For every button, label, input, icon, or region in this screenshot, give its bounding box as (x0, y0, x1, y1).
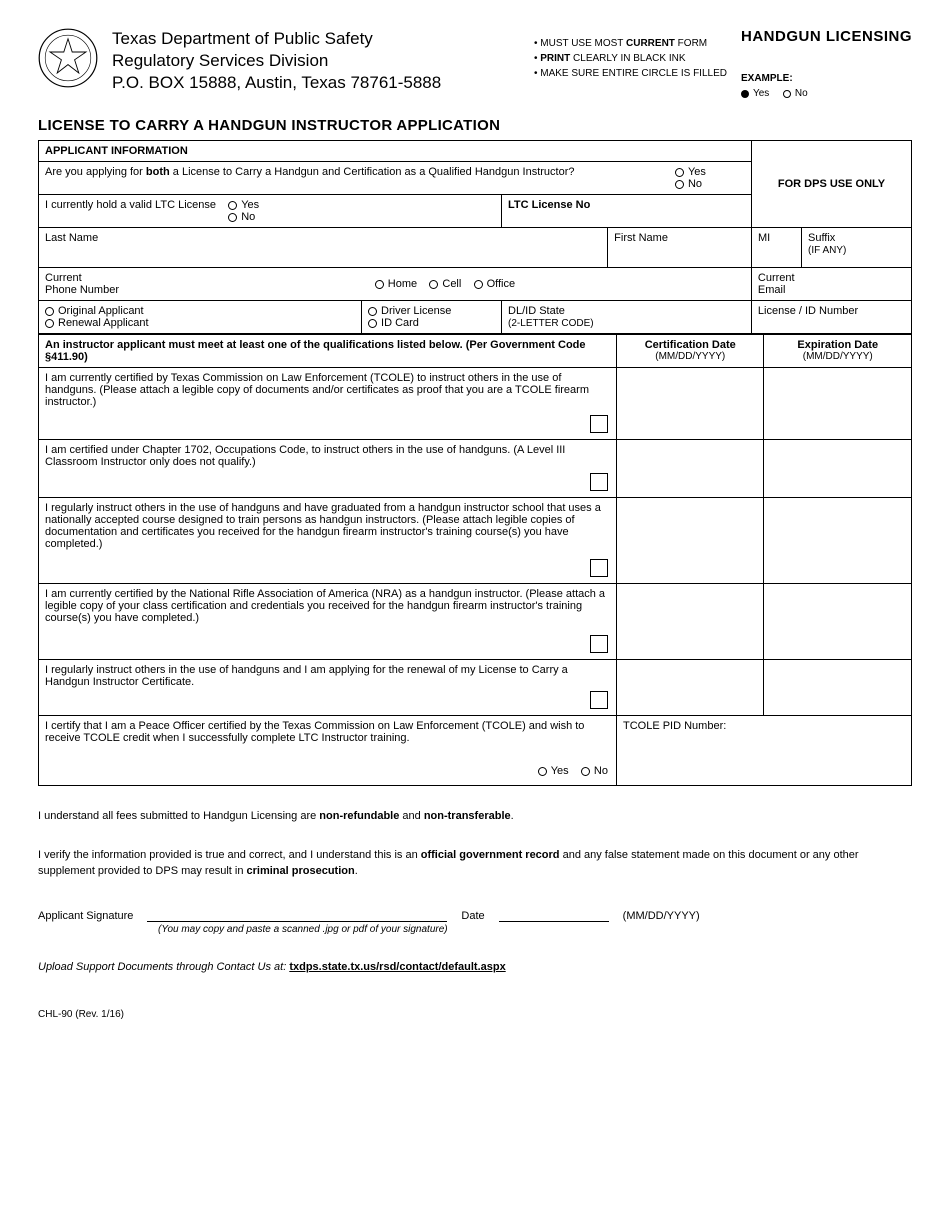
verify-statement: I verify the information provided is tru… (38, 847, 912, 880)
first-name-field[interactable]: First Name (608, 228, 752, 268)
renewal-applicant-radio[interactable] (45, 319, 54, 328)
instructions-block: • MUST USE MOST CURRENT FORM • PRINT CLE… (534, 36, 727, 81)
id-card-radio[interactable] (368, 319, 377, 328)
date-field[interactable] (499, 908, 609, 922)
dept-line-3: P.O. BOX 15888, Austin, Texas 78761-5888 (112, 72, 510, 94)
ltc-yes-radio[interactable] (228, 201, 237, 210)
qual-5-exp-date[interactable] (764, 660, 912, 716)
form-title: LICENSE TO CARRY A HANDGUN INSTRUCTOR AP… (38, 117, 912, 134)
qual-1-exp-date[interactable] (764, 368, 912, 440)
qual-6-no-radio[interactable] (581, 767, 590, 776)
email-cell[interactable]: Current Email (751, 268, 911, 301)
handgun-licensing-title: HANDGUN LICENSING (741, 28, 912, 45)
qual-4-cert-date[interactable] (616, 584, 764, 660)
hold-ltc-cell: I currently hold a valid LTC License Yes… (39, 195, 502, 228)
cert-date-header: Certification Date (MM/DD/YYYY) (616, 335, 764, 368)
signature-label: Applicant Signature (38, 910, 133, 922)
signature-row: Applicant Signature Date (MM/DD/YYYY) (38, 908, 912, 922)
license-id-number-field[interactable]: License / ID Number (751, 301, 911, 334)
exp-date-header: Expiration Date (MM/DD/YYYY) (764, 335, 912, 368)
qual-3-checkbox[interactable] (590, 559, 608, 577)
original-applicant-radio[interactable] (45, 307, 54, 316)
ltc-license-no-label: LTC License No (508, 199, 590, 211)
signature-hint: (You may copy and paste a scanned .jpg o… (158, 924, 912, 935)
dps-use-only-header: FOR DPS USE ONLY (751, 141, 911, 228)
fees-statement: I understand all fees submitted to Handg… (38, 808, 912, 825)
dps-seal-icon (38, 28, 98, 88)
id-type-cell: Driver License ID Card (362, 301, 502, 334)
question-both: Are you applying for both a License to C… (39, 162, 752, 195)
qual-1-cell: I am currently certified by Texas Commis… (39, 368, 617, 440)
upload-url-link[interactable]: txdps.state.tx.us/rsd/contact/default.as… (289, 961, 505, 973)
dlid-state-field[interactable]: DL/ID State (2-LETTER CODE) (502, 301, 752, 334)
driver-license-radio[interactable] (368, 307, 377, 316)
suffix-field[interactable]: Suffix (IF ANY) (802, 228, 912, 268)
qual-3-cert-date[interactable] (616, 498, 764, 584)
qual-2-cert-date[interactable] (616, 440, 764, 498)
qual-5-checkbox[interactable] (590, 691, 608, 709)
date-format: (MM/DD/YYYY) (623, 910, 700, 922)
qual-3-cell: I regularly instruct others in the use o… (39, 498, 617, 584)
qual-6-yes-radio[interactable] (538, 767, 547, 776)
qual-1-cert-date[interactable] (616, 368, 764, 440)
qual-3-exp-date[interactable] (764, 498, 912, 584)
dept-line-2: Regulatory Services Division (112, 50, 510, 72)
empty-circle-icon (783, 90, 791, 98)
qual-4-cell: I am currently certified by the National… (39, 584, 617, 660)
last-name-field[interactable]: Last Name (39, 228, 608, 268)
qual-2-cell: I am certified under Chapter 1702, Occup… (39, 440, 617, 498)
qual-1-checkbox[interactable] (590, 415, 608, 433)
dept-line-1: Texas Department of Public Safety (112, 28, 510, 50)
applicant-type-cell: Original Applicant Renewal Applicant (39, 301, 362, 334)
phone-office-radio[interactable] (474, 280, 483, 289)
date-label: Date (461, 910, 484, 922)
ltc-no-radio[interactable] (228, 213, 237, 222)
mi-field[interactable]: MI (752, 228, 802, 268)
qual-4-exp-date[interactable] (764, 584, 912, 660)
phone-cell[interactable]: Current Phone Number Home Cell Office (39, 268, 752, 301)
both-yes-radio[interactable] (675, 168, 684, 177)
qual-4-checkbox[interactable] (590, 635, 608, 653)
department-block: Texas Department of Public Safety Regula… (112, 28, 510, 94)
application-table: APPLICANT INFORMATION FOR DPS USE ONLY A… (38, 140, 912, 334)
tcole-pid-field[interactable]: TCOLE PID Number: (616, 716, 911, 786)
qualifications-header: An instructor applicant must meet at lea… (39, 335, 617, 368)
qual-2-checkbox[interactable] (590, 473, 608, 491)
applicant-info-header: APPLICANT INFORMATION (39, 141, 752, 162)
phone-home-radio[interactable] (375, 280, 384, 289)
qual-5-cert-date[interactable] (616, 660, 764, 716)
filled-circle-icon (741, 90, 749, 98)
qual-2-exp-date[interactable] (764, 440, 912, 498)
form-number: CHL-90 (Rev. 1/16) (38, 1009, 912, 1020)
qualifications-table: An instructor applicant must meet at lea… (38, 334, 912, 786)
upload-line: Upload Support Documents through Contact… (38, 961, 912, 973)
header-right: HANDGUN LICENSING EXAMPLE: Yes No (741, 28, 912, 99)
qual-6-cell: I certify that I am a Peace Officer cert… (39, 716, 617, 786)
page-header: Texas Department of Public Safety Regula… (38, 28, 912, 99)
phone-cell-radio[interactable] (429, 280, 438, 289)
both-no-radio[interactable] (675, 180, 684, 189)
example-label: EXAMPLE: (741, 73, 912, 84)
ltc-license-no-cell[interactable]: LTC License No (502, 195, 752, 228)
qual-5-cell: I regularly instruct others in the use o… (39, 660, 617, 716)
signature-field[interactable] (147, 908, 447, 922)
example-row: Yes No (741, 88, 912, 99)
